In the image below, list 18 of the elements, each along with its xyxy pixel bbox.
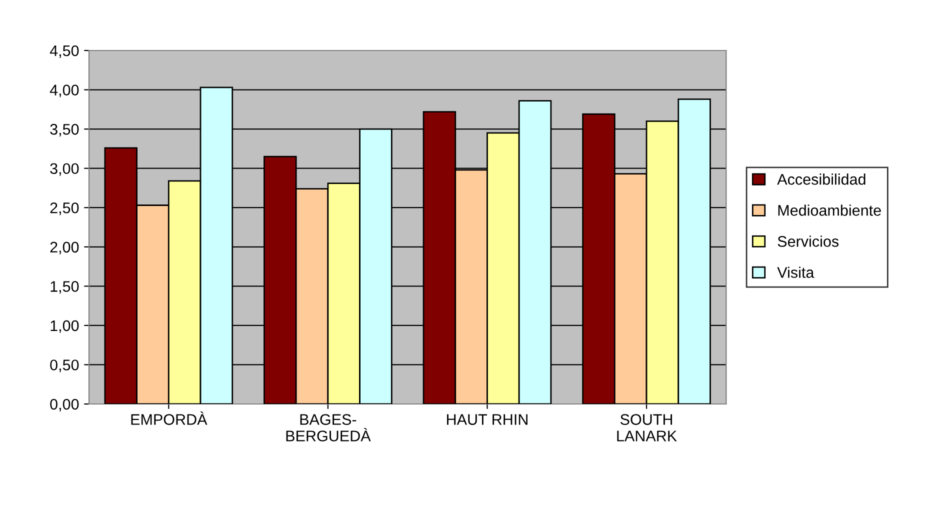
y-tick-label: 3,50 (50, 124, 79, 137)
y-tick-label: 3,00 (50, 163, 79, 176)
legend-label: Visita (777, 266, 814, 278)
y-tick-label: 2,00 (50, 242, 79, 254)
x-tick-label: BAGES- BERGUEDÀ (286, 414, 371, 442)
x-tick-label: EMPORDÀ (131, 412, 208, 425)
y-tick-label: 0,50 (50, 360, 79, 372)
y-tick-label: 4,00 (50, 84, 79, 98)
x-tick-label: SOUTH LANARK (617, 414, 677, 442)
legend-label: Servicios (778, 236, 839, 247)
y-tick-label: 1,00 (50, 320, 79, 333)
y-tick-label: 4,50 (50, 45, 79, 58)
legend-label: Accesibilidad (777, 174, 866, 185)
y-tick-label: 1,50 (50, 281, 79, 294)
y-tick-label: 0,00 (50, 398, 79, 412)
x-tick-label: HAUT RHIN (447, 414, 528, 425)
y-tick-label: 2,50 (50, 202, 79, 216)
legend-label: Medioambiente (778, 204, 881, 216)
